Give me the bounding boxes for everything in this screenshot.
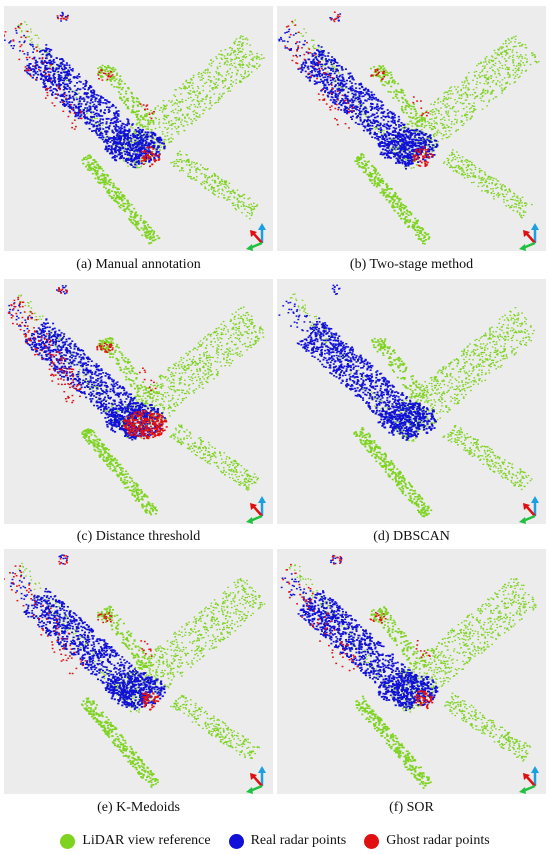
caption-e: (e) K-Medoids [97, 800, 180, 815]
point-cloud-f [280, 554, 539, 794]
panel-f [277, 549, 546, 794]
legend-item-lidar: LiDAR view reference [60, 833, 211, 849]
panel-a [4, 6, 273, 251]
panel-e [4, 549, 273, 794]
ghost-dot-icon [364, 833, 380, 849]
legend-label-lidar: LiDAR view reference [82, 833, 211, 848]
legend-item-real: Real radar points [228, 833, 347, 849]
caption-a: (a) Manual annotation [76, 257, 201, 272]
caption-d: (d) DBSCAN [373, 529, 450, 544]
panel-b [277, 6, 546, 251]
axes-gizmo-icon [519, 223, 539, 251]
caption-f: (f) SOR [389, 800, 434, 815]
axes-gizmo-icon [519, 766, 539, 794]
axes-gizmo-icon [246, 223, 266, 251]
panel-c [4, 279, 273, 524]
point-cloud-d [278, 284, 539, 524]
point-cloud-a [4, 11, 266, 251]
axes-gizmo-icon [246, 496, 266, 524]
point-cloud-b [277, 11, 540, 251]
legend-label-real: Real radar points [250, 833, 347, 848]
real-dot-icon [228, 833, 244, 849]
lidar-dot-icon [60, 833, 76, 849]
panel-d [277, 279, 546, 524]
axes-gizmo-icon [246, 766, 266, 794]
legend-item-ghost: Ghost radar points [364, 833, 490, 849]
point-cloud-e [4, 554, 266, 794]
caption-c: (c) Distance threshold [76, 529, 201, 544]
point-cloud-c [7, 285, 266, 524]
legend: LiDAR view reference Real radar points G… [0, 830, 550, 852]
axes-gizmo-icon [519, 496, 539, 524]
caption-b: (b) Two-stage method [349, 257, 474, 272]
legend-label-ghost: Ghost radar points [386, 833, 490, 848]
